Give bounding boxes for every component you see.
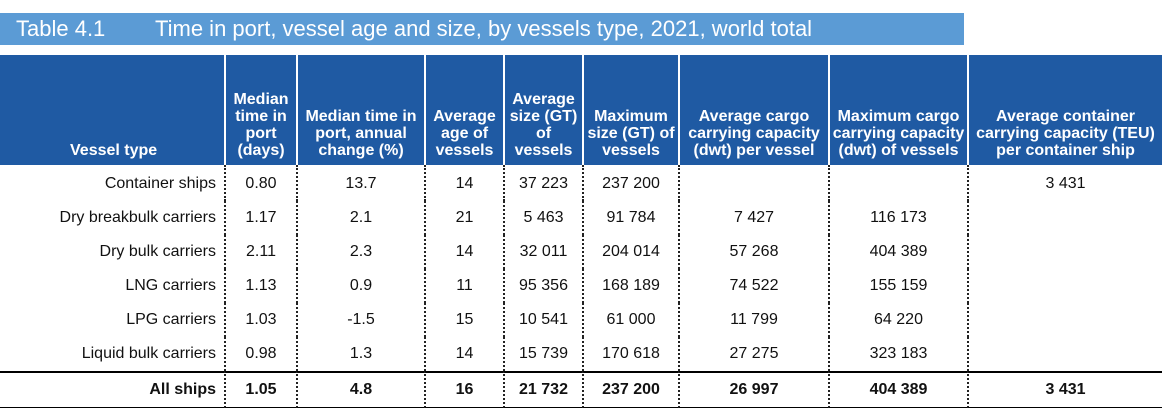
vessel-type-cell: Dry bulk carriers bbox=[99, 243, 216, 260]
table-cell: 11 799 bbox=[678, 303, 828, 337]
total-cell: 3 431 bbox=[967, 371, 1162, 408]
total-cell: 404 389 bbox=[828, 371, 967, 408]
table-cell: 5 463 bbox=[503, 201, 582, 235]
column-header: Average age of vessels bbox=[424, 55, 503, 165]
column-header: Maximum cargo carrying capacity (dwt) of… bbox=[828, 55, 967, 165]
table-row: Liquid bulk carriers 0.98 1.3 14 15 739 … bbox=[0, 337, 1162, 371]
data-table: Vessel type Median time in port (days) M… bbox=[0, 55, 1162, 408]
table-cell: 14 bbox=[424, 235, 503, 269]
table-row: LPG carriers 1.03 -1.5 15 10 541 61 000 … bbox=[0, 303, 1162, 337]
total-cell: 1.05 bbox=[224, 371, 296, 408]
table-cell: 2.11 bbox=[224, 235, 296, 269]
table-cell: 168 189 bbox=[582, 269, 678, 303]
table-cell: 2.3 bbox=[296, 235, 424, 269]
table-cell bbox=[678, 165, 828, 201]
table-cell: 37 223 bbox=[503, 165, 582, 201]
table-cell: 323 183 bbox=[828, 337, 967, 371]
table-cell: 1.13 bbox=[224, 269, 296, 303]
column-header: Maximum size (GT) of vessels bbox=[582, 55, 678, 165]
table-cell: 11 bbox=[424, 269, 503, 303]
table-cell: 10 541 bbox=[503, 303, 582, 337]
table-cell bbox=[828, 165, 967, 201]
table-cell: 3 431 bbox=[967, 165, 1162, 201]
table-cell: 0.98 bbox=[224, 337, 296, 371]
table-cell: 237 200 bbox=[582, 165, 678, 201]
table-cell: 14 bbox=[424, 165, 503, 201]
table-cell bbox=[967, 235, 1162, 269]
table-cell: 95 356 bbox=[503, 269, 582, 303]
table-cell: 91 784 bbox=[582, 201, 678, 235]
vessel-type-cell: Liquid bulk carriers bbox=[81, 345, 216, 362]
table-row: Container ships 0.80 13.7 14 37 223 237 … bbox=[0, 165, 1162, 201]
table-cell: 0.80 bbox=[224, 165, 296, 201]
table-cell: 15 739 bbox=[503, 337, 582, 371]
table-cell: 74 522 bbox=[678, 269, 828, 303]
table-title-bar: Table 4.1 Time in port, vessel age and s… bbox=[0, 13, 964, 45]
table-row: Dry bulk carriers 2.11 2.3 14 32 011 204… bbox=[0, 235, 1162, 269]
table-cell: 204 014 bbox=[582, 235, 678, 269]
table-cell: 21 bbox=[424, 201, 503, 235]
table-cell: 2.1 bbox=[296, 201, 424, 235]
table-cell bbox=[967, 269, 1162, 303]
vessel-type-cell: LNG carriers bbox=[125, 277, 216, 294]
table-cell bbox=[967, 303, 1162, 337]
table-cell: 7 427 bbox=[678, 201, 828, 235]
table-cell: 155 159 bbox=[828, 269, 967, 303]
table-cell: 0.9 bbox=[296, 269, 424, 303]
vessel-type-cell: LPG carriers bbox=[126, 311, 216, 328]
table-cell: 1.03 bbox=[224, 303, 296, 337]
table-row: LNG carriers 1.13 0.9 11 95 356 168 189 … bbox=[0, 269, 1162, 303]
total-row: All ships 1.05 4.8 16 21 732 237 200 26 … bbox=[0, 371, 1162, 408]
table-cell: 32 011 bbox=[503, 235, 582, 269]
table-cell: -1.5 bbox=[296, 303, 424, 337]
vessel-type-cell: Dry breakbulk carriers bbox=[59, 209, 216, 226]
table-cell: 27 275 bbox=[678, 337, 828, 371]
table-cell: 64 220 bbox=[828, 303, 967, 337]
table-cell: 170 618 bbox=[582, 337, 678, 371]
table-cell: 61 000 bbox=[582, 303, 678, 337]
header-row: Vessel type Median time in port (days) M… bbox=[0, 55, 1162, 165]
table-number: Table 4.1 bbox=[16, 16, 106, 41]
table-row: Dry breakbulk carriers 1.17 2.1 21 5 463… bbox=[0, 201, 1162, 235]
total-cell: 16 bbox=[424, 371, 503, 408]
table-cell: 13.7 bbox=[296, 165, 424, 201]
total-cell: 4.8 bbox=[296, 371, 424, 408]
total-label-cell: All ships bbox=[0, 371, 224, 408]
table-cell: 14 bbox=[424, 337, 503, 371]
table-cell: 404 389 bbox=[828, 235, 967, 269]
table-cell: 15 bbox=[424, 303, 503, 337]
table-cell: 1.17 bbox=[224, 201, 296, 235]
total-cell: 237 200 bbox=[582, 371, 678, 408]
table-title: Time in port, vessel age and size, by ve… bbox=[155, 16, 813, 41]
vessel-type-cell: Container ships bbox=[104, 175, 216, 192]
table-cell: 57 268 bbox=[678, 235, 828, 269]
column-header: Median time in port, annual change (%) bbox=[296, 55, 424, 165]
table-cell bbox=[967, 201, 1162, 235]
column-header: Average size (GT) of vessels bbox=[503, 55, 582, 165]
table-cell bbox=[967, 337, 1162, 371]
column-header: Average container carrying capacity (TEU… bbox=[967, 55, 1162, 165]
total-cell: 26 997 bbox=[678, 371, 828, 408]
column-header: Median time in port (days) bbox=[224, 55, 296, 165]
table-cell: 1.3 bbox=[296, 337, 424, 371]
table-cell: 116 173 bbox=[828, 201, 967, 235]
column-header: Average cargo carrying capacity (dwt) pe… bbox=[678, 55, 828, 165]
column-header: Vessel type bbox=[0, 55, 224, 165]
total-cell: 21 732 bbox=[503, 371, 582, 408]
